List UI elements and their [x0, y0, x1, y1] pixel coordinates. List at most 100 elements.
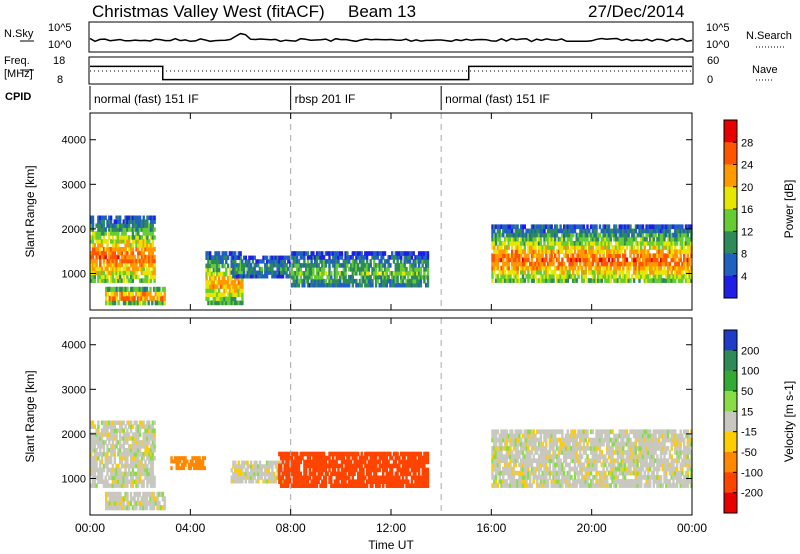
power-cell	[297, 251, 301, 256]
velocity-cell	[135, 436, 138, 441]
power-cell	[156, 300, 159, 306]
power-cell	[498, 270, 501, 275]
velocity-cell	[137, 471, 140, 477]
power-cell	[360, 282, 363, 288]
power-cell	[405, 271, 408, 276]
power-cell	[686, 241, 689, 246]
power-cell	[543, 270, 546, 275]
power-cell	[505, 228, 509, 234]
velocity-cell	[498, 475, 501, 480]
velocity-cell	[520, 458, 523, 464]
power-cell	[663, 228, 666, 234]
power-cell	[523, 241, 526, 246]
velocity-cell	[408, 451, 412, 457]
power-cell	[117, 235, 120, 240]
power-cell	[207, 296, 210, 302]
power-cell	[577, 245, 580, 250]
velocity-cell	[514, 446, 517, 451]
velocity-cell	[306, 479, 310, 484]
velocity-cell	[532, 470, 535, 476]
velocity-cell	[303, 479, 306, 484]
velocity-cell	[129, 455, 133, 461]
power-cell	[408, 255, 412, 260]
power-cell	[559, 274, 562, 279]
power-cell	[613, 228, 616, 234]
power-cell	[674, 241, 677, 246]
power-cell	[217, 280, 221, 285]
power-cell	[120, 250, 124, 256]
velocity-cell	[398, 467, 401, 473]
power-cell	[109, 231, 113, 236]
velocity-cell	[159, 491, 163, 497]
power-cell	[217, 255, 221, 260]
velocity-cell	[305, 467, 308, 473]
power-cell	[234, 263, 237, 269]
power-cell	[654, 224, 657, 230]
power-cell	[319, 259, 322, 264]
velocity-cell	[505, 470, 509, 476]
velocity-cell	[285, 483, 288, 488]
velocity-cell	[104, 440, 107, 445]
power-cell	[212, 263, 215, 269]
power-cell	[93, 231, 96, 236]
power-cell	[570, 224, 573, 230]
power-cell	[586, 232, 589, 238]
power-cell	[121, 286, 124, 292]
power-cell	[675, 270, 679, 275]
power-cell	[119, 262, 122, 268]
power-cell	[122, 300, 126, 306]
velocity-cell	[306, 463, 310, 469]
power-cell	[552, 278, 555, 283]
velocity-cell	[154, 496, 157, 502]
power-cell	[588, 261, 591, 267]
power-cell	[516, 265, 519, 271]
power-cell	[281, 259, 285, 264]
power-cell	[102, 262, 106, 268]
velocity-cell	[503, 446, 507, 451]
velocity-cell	[93, 467, 96, 473]
velocity-cell	[151, 496, 154, 502]
power-cell	[548, 253, 552, 259]
velocity-cell	[124, 483, 127, 488]
velocity-cell	[279, 479, 283, 484]
velocity-cell	[373, 475, 376, 481]
power-cell	[550, 245, 553, 250]
power-cell	[575, 253, 578, 259]
velocity-cell	[126, 479, 129, 484]
velocity-cell	[527, 470, 530, 476]
power-cell	[656, 265, 659, 271]
power-cell	[126, 239, 129, 244]
power-cell	[577, 241, 580, 246]
power-cell	[641, 274, 645, 279]
velocity-cell	[502, 470, 505, 476]
power-cell	[652, 245, 655, 250]
velocity-cell	[387, 471, 390, 477]
velocity-cell	[124, 455, 127, 461]
velocity-cell	[126, 471, 129, 477]
velocity-cell	[128, 463, 131, 469]
velocity-cell	[376, 467, 380, 473]
power-cell	[140, 239, 144, 244]
power-cell	[115, 291, 119, 297]
power-cell	[367, 251, 371, 256]
velocity-cell	[131, 479, 135, 484]
velocity-cell	[521, 466, 525, 472]
power-ylabel: Slant Range [km]	[23, 165, 37, 257]
velocity-cell	[194, 466, 198, 471]
power-cell	[665, 253, 668, 259]
power-cell	[593, 228, 596, 234]
power-cell	[419, 282, 423, 288]
power-cell	[616, 257, 620, 263]
velocity-cell	[301, 475, 304, 481]
velocity-cell	[93, 455, 96, 461]
velocity-cell	[392, 479, 396, 484]
velocity-cell	[117, 448, 120, 453]
power-cell	[559, 278, 562, 283]
power-cell	[265, 270, 269, 275]
power-cell	[109, 258, 113, 264]
power-cell	[417, 267, 421, 272]
power-cell	[401, 267, 405, 272]
power-cell	[494, 261, 498, 267]
power-cell	[296, 255, 299, 260]
velocity-cell	[149, 475, 153, 481]
